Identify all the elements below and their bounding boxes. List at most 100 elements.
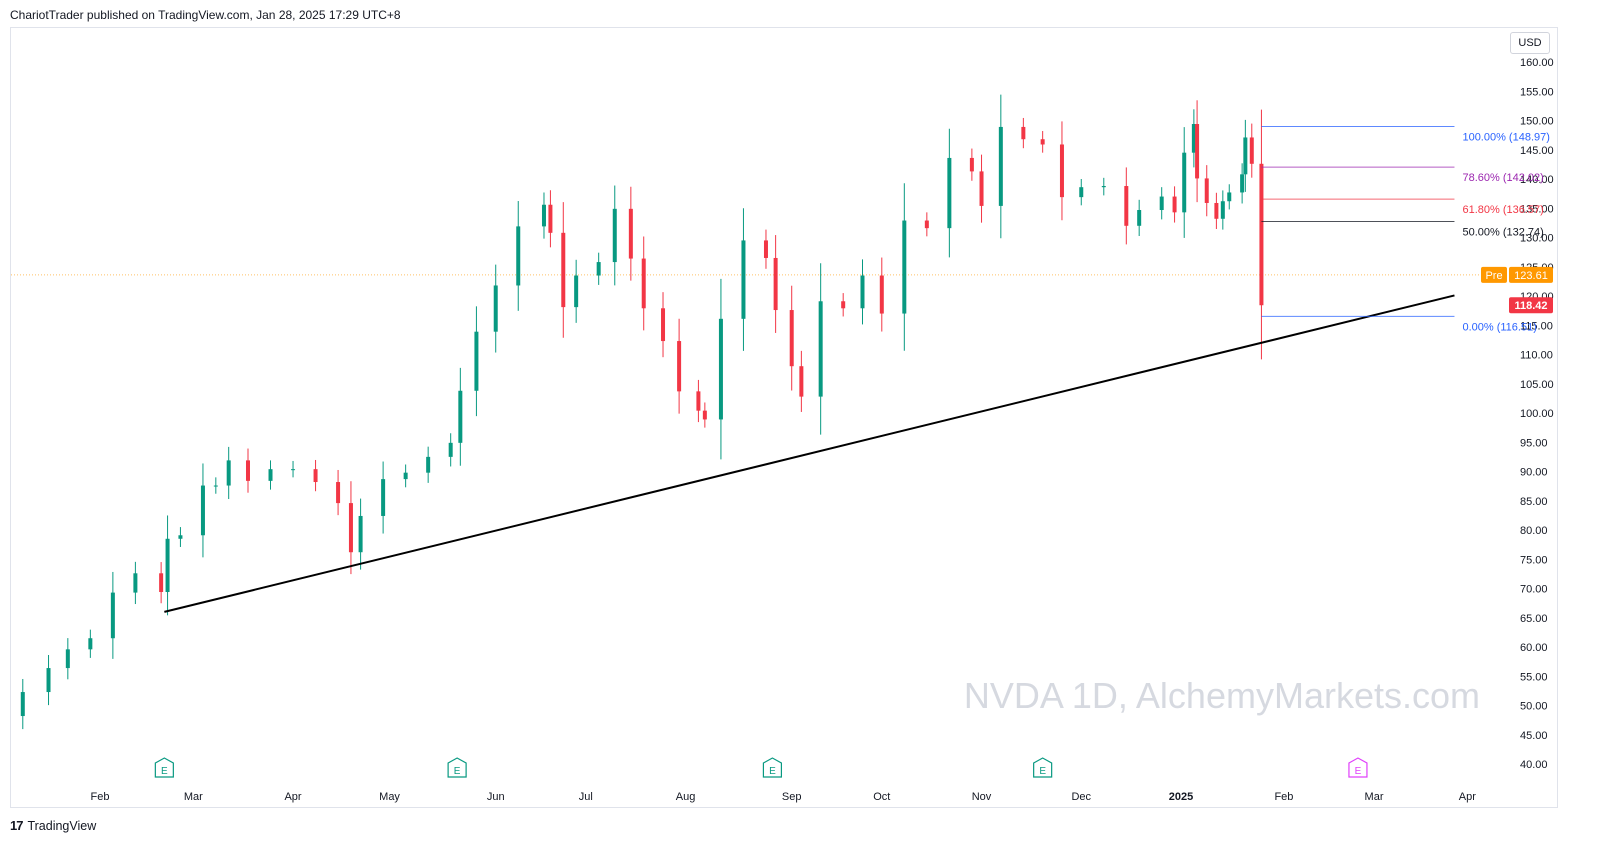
premarket-price-tag (1509, 266, 1553, 283)
price-tick-label: 115.00 (1520, 320, 1553, 332)
support-trendline[interactable] (164, 294, 1455, 613)
candle-body (860, 275, 865, 309)
price-tick-label: 75.00 (1520, 554, 1548, 566)
price-tick-label: 65.00 (1520, 613, 1548, 625)
candle-body (1227, 192, 1232, 202)
price-tick-label: 70.00 (1520, 584, 1548, 596)
price-tick-label: 110.00 (1520, 350, 1553, 362)
candle-body (1249, 137, 1254, 164)
price-tick-label: 160.00 (1520, 57, 1554, 69)
candle-body (612, 208, 617, 263)
price-tick-label: 55.00 (1520, 671, 1548, 683)
candlestick-chart[interactable]: 160.00 155.00 150.00 145.00 140.00 135.00 130.… (11, 28, 1559, 809)
candle-body (677, 341, 682, 392)
candle-body (493, 285, 498, 332)
premarket-badge-label: Pre (1485, 270, 1502, 282)
earnings-marker-icon[interactable] (447, 757, 467, 778)
price-tick-label: 40.00 (1520, 759, 1548, 771)
candle-body (574, 275, 579, 308)
time-tick-label: Mar (184, 791, 203, 803)
time-tick-label: Feb (1274, 791, 1293, 803)
candle-body (1214, 202, 1219, 219)
price-tick-label: 50.00 (1520, 701, 1548, 713)
candle-body (226, 460, 231, 486)
candle-body (1204, 178, 1209, 203)
price-tick-label: 145.00 (1520, 145, 1554, 157)
tradingview-mark-icon: 17 (10, 818, 24, 833)
candle-body (879, 275, 884, 314)
fib-level-label: 100.00% (148.97) (1462, 132, 1549, 144)
candle-body (628, 208, 633, 259)
price-tick-label: 90.00 (1520, 467, 1548, 479)
candle-body (474, 331, 479, 391)
earnings-marker-icon[interactable] (1348, 757, 1368, 778)
earnings-marker-label: E (769, 766, 776, 777)
candle-body (1021, 126, 1026, 140)
last-price-tag (1509, 297, 1553, 314)
candle-body (133, 573, 138, 593)
candle-body (818, 301, 823, 397)
earnings-marker-icon[interactable] (762, 757, 783, 778)
tradingview-logo[interactable]: 17 TradingView (10, 818, 96, 833)
candle-body (1240, 174, 1245, 193)
candle-body (213, 485, 218, 487)
chart-frame[interactable]: 160.00 155.00 150.00 145.00 140.00 135.00 130.… (10, 27, 1558, 808)
candle-body (969, 157, 974, 172)
time-tick-label: Nov (972, 791, 992, 803)
price-tick-label: 100.00 (1520, 408, 1554, 420)
candle-body (1243, 137, 1248, 175)
time-tick-label: Mar (1365, 791, 1384, 803)
candle-body (1059, 144, 1064, 198)
candle-body (1079, 187, 1084, 198)
candle-body (1101, 186, 1106, 188)
candle-body (65, 649, 70, 669)
price-tick-label: 80.00 (1520, 525, 1548, 537)
price-tick-label: 85.00 (1520, 496, 1548, 508)
candle-body (20, 692, 25, 717)
time-tick-label: Apr (1459, 791, 1476, 803)
candle-body (1172, 196, 1177, 213)
candle-body (561, 232, 566, 308)
candle-body (448, 442, 453, 457)
earnings-marker-label: E (1039, 766, 1046, 777)
earnings-marker-label: E (161, 766, 168, 777)
candle-body (1191, 124, 1196, 153)
candle-body (773, 257, 778, 311)
candle-body (46, 668, 51, 693)
earnings-marker-icon[interactable] (154, 757, 174, 778)
fib-level-label: 50.00% (132.74) (1462, 226, 1543, 238)
candle-body (88, 638, 93, 650)
time-tick-label: Jul (579, 791, 593, 803)
candle-body (291, 469, 296, 471)
candle-body (178, 535, 183, 539)
candle-body (1220, 201, 1225, 219)
price-tick-label: 140.00 (1520, 174, 1554, 186)
candle-body (381, 479, 386, 516)
candle-body (348, 503, 353, 553)
time-tick-label: 2025 (1169, 791, 1193, 803)
earnings-marker-icon[interactable] (1033, 757, 1053, 778)
price-tick-label: 60.00 (1520, 642, 1548, 654)
time-tick-label: Aug (676, 791, 696, 803)
price-tick-label: 130.00 (1520, 233, 1554, 245)
tradingview-brand: TradingView (27, 818, 97, 833)
price-tick-label: 45.00 (1520, 730, 1548, 742)
fib-level-label: 0.00% (116.51) (1462, 321, 1536, 333)
candle-body (159, 573, 164, 593)
currency-button[interactable]: USD (1510, 32, 1550, 54)
candle-body (1182, 152, 1187, 213)
time-tick-label: Jun (487, 791, 505, 803)
candle-body (696, 391, 701, 411)
candle-body (1040, 139, 1045, 145)
candle-body (458, 390, 463, 443)
candle-body (741, 240, 746, 319)
candle-body (841, 301, 846, 309)
last-price-label: 118.42 (1514, 300, 1547, 312)
candle-body (426, 456, 431, 473)
premarket-price-label: 123.61 (1514, 270, 1548, 282)
candle-body (641, 258, 646, 309)
candle-body (1137, 210, 1142, 226)
publish-info: ChariotTrader published on TradingView.c… (10, 8, 401, 22)
candle-body (1124, 186, 1129, 226)
candle-body (789, 310, 794, 367)
